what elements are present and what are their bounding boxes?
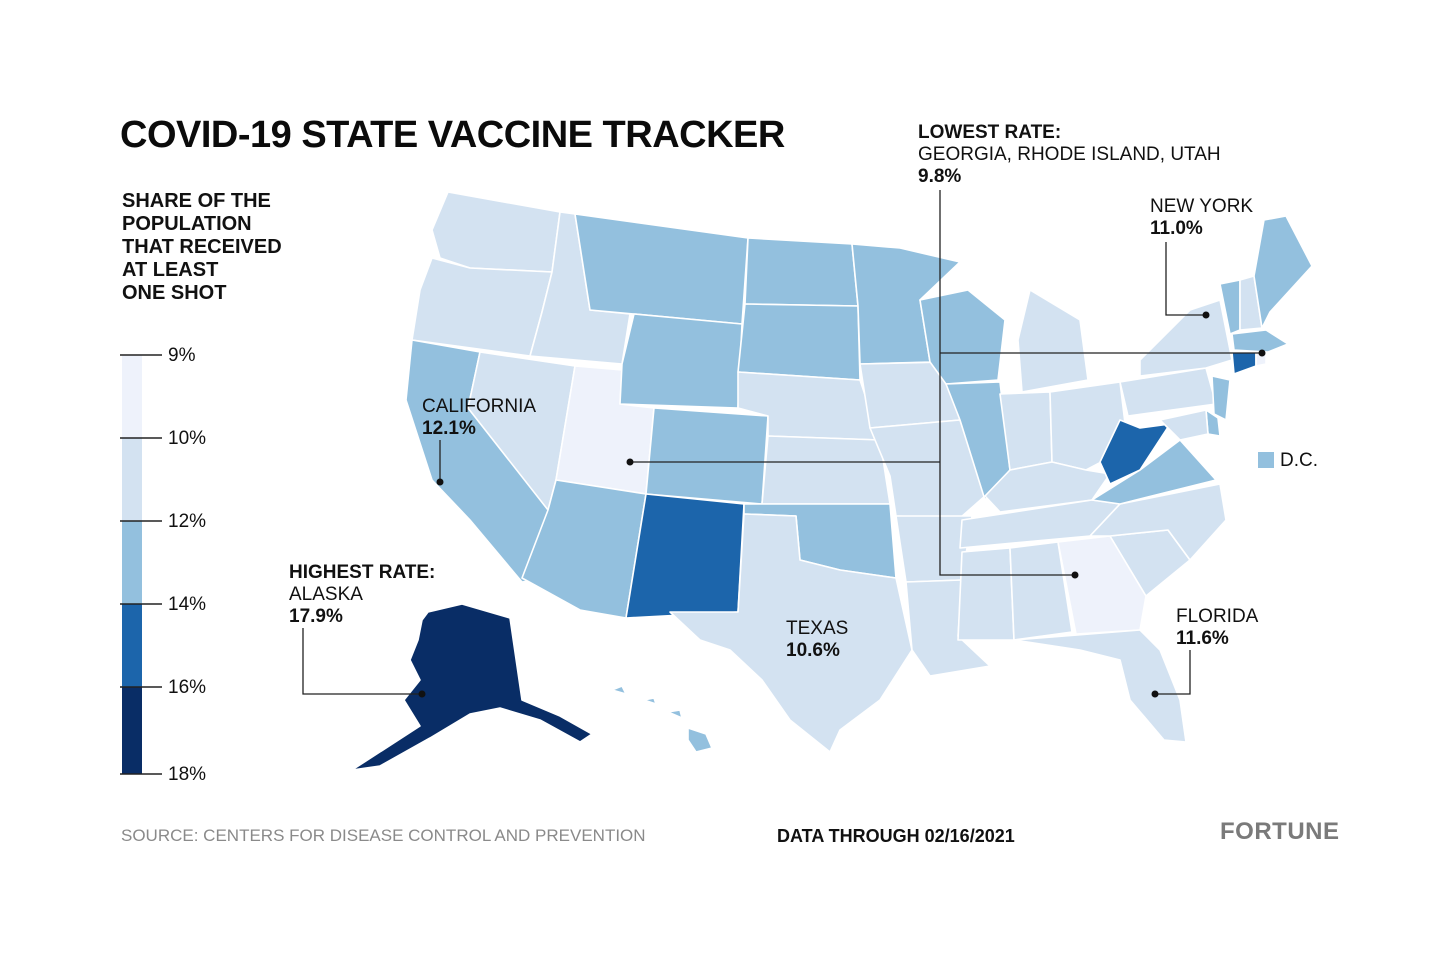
legend-title: SHARE OF THE POPULATION THAT RECEIVED AT… [122, 190, 322, 305]
callout-new-york-value: 11.0% [1150, 218, 1203, 239]
marker-california [436, 478, 444, 486]
data-date: DATA THROUGH 02/16/2021 [777, 826, 1015, 846]
callout-highest-heading: HIGHEST RATE: [289, 562, 436, 583]
leader-new-york [1165, 242, 1206, 316]
map-title: COVID-19 STATE VACCINE TRACKER [120, 114, 785, 156]
callout-new-york: NEW YORK 11.0% [1150, 196, 1253, 240]
state-fl [1013, 629, 1187, 743]
marker-alaska [418, 690, 426, 698]
callout-lowest-heading: LOWEST RATE: [918, 122, 1062, 143]
state-in [999, 391, 1053, 471]
callout-highest-value: 17.9% [289, 606, 343, 627]
state-ny [1139, 299, 1233, 377]
legend-bin-9-10 [122, 355, 142, 438]
marker-florida [1151, 690, 1159, 698]
callout-lowest-value: 9.8% [918, 166, 962, 187]
legend-tick: 16% [168, 677, 206, 698]
callout-texas: TEXAS 10.6% [786, 618, 848, 662]
leader-alaska [302, 628, 422, 695]
state-nc [1089, 483, 1227, 561]
callout-florida-name: FLORIDA [1176, 606, 1259, 627]
state-ak [351, 603, 593, 771]
callout-california: CALIFORNIA 12.1% [422, 396, 536, 440]
state-ma [1231, 329, 1289, 353]
legend-tick: 9% [168, 345, 196, 366]
callout-highest-states: ALASKA [289, 584, 363, 605]
state-tx [669, 513, 913, 753]
source-note: SOURCE: CENTERS FOR DISEASE CONTROL AND … [121, 826, 646, 845]
state-va [1091, 439, 1217, 505]
callout-florida-value: 11.6% [1176, 628, 1229, 649]
state-me [1253, 215, 1313, 329]
callout-florida: FLORIDA 11.6% [1176, 606, 1258, 650]
callout-lowest-states: GEORGIA, RHODE ISLAND, UTAH [918, 144, 1221, 165]
marker-rhode-island [1258, 349, 1266, 357]
legend-bin-16-18 [122, 687, 142, 774]
state-nd [744, 237, 859, 307]
dc-label: D.C. [1280, 450, 1318, 471]
legend-bin-10-12 [122, 438, 142, 521]
state-mt [574, 213, 749, 325]
callout-highest: HIGHEST RATE: ALASKA 17.9% [289, 562, 435, 628]
state-md [1159, 409, 1209, 441]
state-wi [919, 289, 1006, 385]
legend-tick: 18% [168, 764, 206, 785]
state-or [411, 257, 553, 357]
dc-swatch [1258, 452, 1274, 468]
state-nj [1211, 375, 1231, 421]
callout-california-value: 12.1% [422, 418, 476, 439]
legend-title-line: AT LEAST [122, 259, 219, 281]
marker-new-york [1202, 311, 1210, 319]
state-nm [625, 493, 745, 619]
state-ct [1231, 351, 1257, 375]
state-hi [611, 685, 713, 753]
callout-california-name: CALIFORNIA [422, 396, 537, 417]
leader-florida [1155, 650, 1191, 695]
state-ks [761, 435, 891, 505]
marker-georgia [1071, 571, 1079, 579]
callout-texas-value: 10.6% [786, 640, 840, 661]
legend-bin-12-14 [122, 521, 142, 604]
fortune-logo: FORTUNE [1220, 818, 1340, 845]
callout-texas-name: TEXAS [786, 618, 849, 639]
legend-tick: 14% [168, 594, 206, 615]
leader-lowest [630, 190, 1262, 576]
callout-lowest: LOWEST RATE: GEORGIA, RHODE ISLAND, UTAH… [918, 122, 1221, 188]
state-wa [431, 191, 561, 273]
state-ms [957, 547, 1015, 641]
state-wy [619, 313, 743, 409]
state-co [645, 407, 769, 505]
legend-bin-14-16 [122, 604, 142, 687]
state-mi [1017, 289, 1089, 393]
legend-tick: 10% [168, 428, 206, 449]
marker-utah [626, 458, 634, 466]
legend-title-line: THAT RECEIVED [122, 236, 282, 258]
legend-title-line: SHARE OF THE [122, 190, 271, 212]
legend-title-line: POPULATION [122, 213, 252, 235]
state-al [1009, 541, 1073, 641]
state-sd [737, 303, 861, 381]
legend-tick: 12% [168, 511, 206, 532]
legend-title-line: ONE SHOT [122, 282, 227, 304]
legend-scale: 9% 10% 12% 14% 16% 18% [120, 345, 206, 785]
state-pa [1119, 367, 1217, 417]
callout-new-york-name: NEW YORK [1150, 196, 1254, 217]
state-ky [984, 461, 1111, 513]
